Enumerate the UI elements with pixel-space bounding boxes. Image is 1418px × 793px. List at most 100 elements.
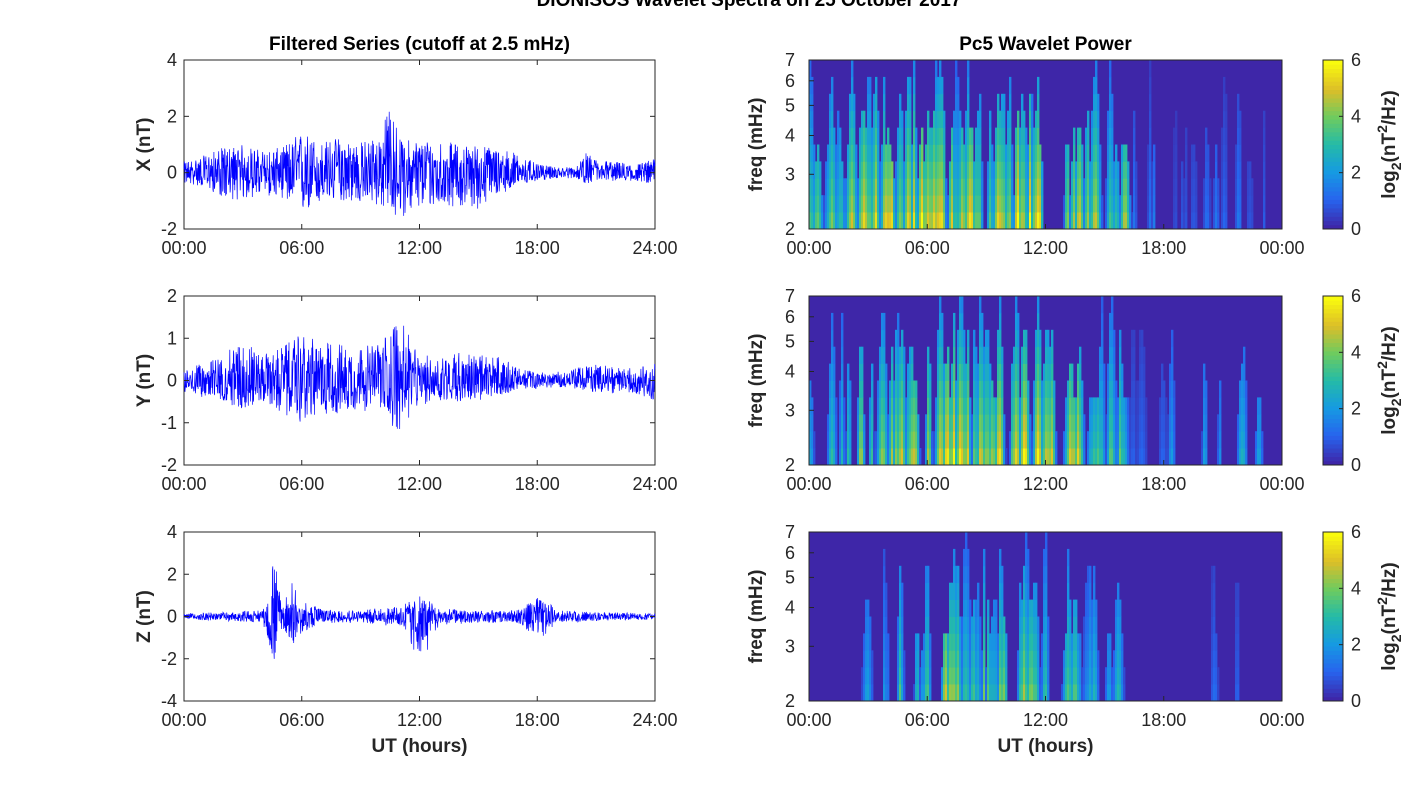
spectrum-cell bbox=[941, 93, 944, 112]
spectrum-cell bbox=[1027, 684, 1030, 702]
spectrum-cell bbox=[883, 363, 886, 381]
spectrum-cell bbox=[859, 127, 862, 145]
spectrum-cell bbox=[1117, 178, 1120, 196]
spectrum-cell bbox=[1027, 599, 1030, 617]
spectrum-cell bbox=[879, 178, 882, 196]
spectrum-cell bbox=[1073, 414, 1076, 432]
spectrum-cell bbox=[999, 380, 1002, 398]
spectrum-cell bbox=[1121, 397, 1124, 415]
spectrum-cell bbox=[1111, 380, 1114, 398]
spectrum-cell bbox=[1173, 127, 1176, 145]
spectrum-cell bbox=[1151, 195, 1154, 213]
spectrum-cell bbox=[977, 363, 980, 381]
spectrum-cell bbox=[1263, 178, 1266, 196]
spectrum-cell bbox=[909, 178, 912, 196]
spectrum-cell bbox=[989, 380, 992, 398]
spectrum-cell bbox=[1029, 195, 1032, 213]
spectrum-cell bbox=[895, 448, 898, 466]
spectrum-cell bbox=[837, 127, 840, 145]
spectrum-cell bbox=[1109, 650, 1112, 668]
spectrum-cell bbox=[937, 212, 940, 230]
spectrum-cell bbox=[911, 212, 914, 230]
spectrum-cell bbox=[955, 380, 958, 398]
spectrum-cell bbox=[961, 212, 964, 230]
spectrum-cell bbox=[1021, 633, 1024, 651]
spectrum-cell bbox=[1173, 178, 1176, 196]
spectrum-cell bbox=[979, 667, 982, 685]
spectrum-cell bbox=[951, 195, 954, 213]
spectrum-cell bbox=[899, 144, 902, 162]
spectrum-cell bbox=[899, 346, 902, 364]
y-axis-label: freq (mHz) bbox=[746, 98, 767, 192]
spectrum-cell bbox=[1023, 616, 1026, 634]
spectrum-cell bbox=[839, 212, 842, 230]
spectrum-cell bbox=[1065, 431, 1068, 449]
spectrum-cell bbox=[1013, 195, 1016, 213]
spectrum-cell bbox=[1013, 448, 1016, 466]
spectrum-cell bbox=[1037, 76, 1040, 95]
spectrum-cell bbox=[1051, 363, 1054, 381]
spectrum-cell bbox=[957, 431, 960, 449]
spectrum-cell bbox=[963, 565, 966, 584]
spectrum-cell bbox=[973, 212, 976, 230]
spectrum-cell bbox=[1047, 380, 1050, 398]
spectrum-cell bbox=[1245, 380, 1248, 398]
y-tick-label: 7 bbox=[785, 286, 795, 306]
spectrum-cell bbox=[891, 431, 894, 449]
colorbar-cell bbox=[1323, 637, 1343, 643]
spectrum-cell bbox=[929, 212, 932, 230]
spectrum-cell bbox=[1129, 414, 1132, 432]
spectrum-cell bbox=[1129, 397, 1132, 415]
spectrum-cell bbox=[1093, 397, 1096, 415]
spectrum-cell bbox=[1099, 431, 1102, 449]
spectrum-cell bbox=[1029, 414, 1032, 432]
colorbar-cell bbox=[1323, 346, 1343, 352]
spectrum-cell bbox=[1007, 161, 1010, 179]
colorbar-cell bbox=[1323, 616, 1343, 622]
spectrum-cell bbox=[955, 161, 958, 179]
spectrum-cell bbox=[1079, 380, 1082, 398]
spectrum-cell bbox=[1171, 329, 1174, 348]
spectrum-cell bbox=[1021, 431, 1024, 449]
spectrum-cell bbox=[1001, 346, 1004, 364]
spectrum-cell bbox=[1107, 178, 1110, 196]
spectrum-cell bbox=[831, 431, 834, 449]
spectrum-cell bbox=[899, 448, 902, 466]
spectrum-cell bbox=[811, 195, 814, 213]
spectrum-cell bbox=[953, 684, 956, 702]
spectrum-cell bbox=[885, 599, 888, 617]
spectrum-cell bbox=[1073, 448, 1076, 466]
spectrum-cell bbox=[1021, 414, 1024, 432]
spectrum-cell bbox=[1001, 616, 1004, 634]
spectrum-cell bbox=[1087, 127, 1090, 145]
spectrum-cell bbox=[1209, 212, 1212, 230]
spectrum-cell bbox=[1091, 195, 1094, 213]
spectrum-cell bbox=[1117, 650, 1120, 668]
spectrum-cell bbox=[935, 76, 938, 95]
spectrum-cell bbox=[1039, 346, 1042, 364]
spectrum-cell bbox=[963, 684, 966, 702]
spectrum-cell bbox=[1093, 212, 1096, 230]
spectrum-cell bbox=[965, 127, 968, 145]
spectrum-cell bbox=[1247, 195, 1250, 213]
spectrum-cell bbox=[1033, 684, 1036, 702]
spectrum-cell bbox=[1111, 431, 1114, 449]
spectrum-cell bbox=[983, 448, 986, 466]
spectrum-cell bbox=[951, 397, 954, 415]
spectrum-cell bbox=[999, 329, 1002, 348]
spectrum-cell bbox=[901, 616, 904, 634]
spectrum-cell bbox=[1261, 448, 1264, 466]
spectrum-cell bbox=[813, 431, 816, 449]
spectrum-cell bbox=[829, 110, 832, 128]
spectrum-cell bbox=[941, 178, 944, 196]
spectrum-cell bbox=[1017, 346, 1020, 364]
spectrum-cell bbox=[957, 684, 960, 702]
spectrum-cell bbox=[1033, 178, 1036, 196]
colorbar-tick-label: 6 bbox=[1351, 286, 1361, 306]
x-tick-label: 18:00 bbox=[515, 710, 560, 730]
spectrum-cell bbox=[813, 161, 816, 179]
spectrum-cell bbox=[1205, 195, 1208, 213]
colorbar-cell bbox=[1323, 144, 1343, 150]
spectrum-cell bbox=[1171, 397, 1174, 415]
spectrum-cell bbox=[1067, 414, 1070, 432]
